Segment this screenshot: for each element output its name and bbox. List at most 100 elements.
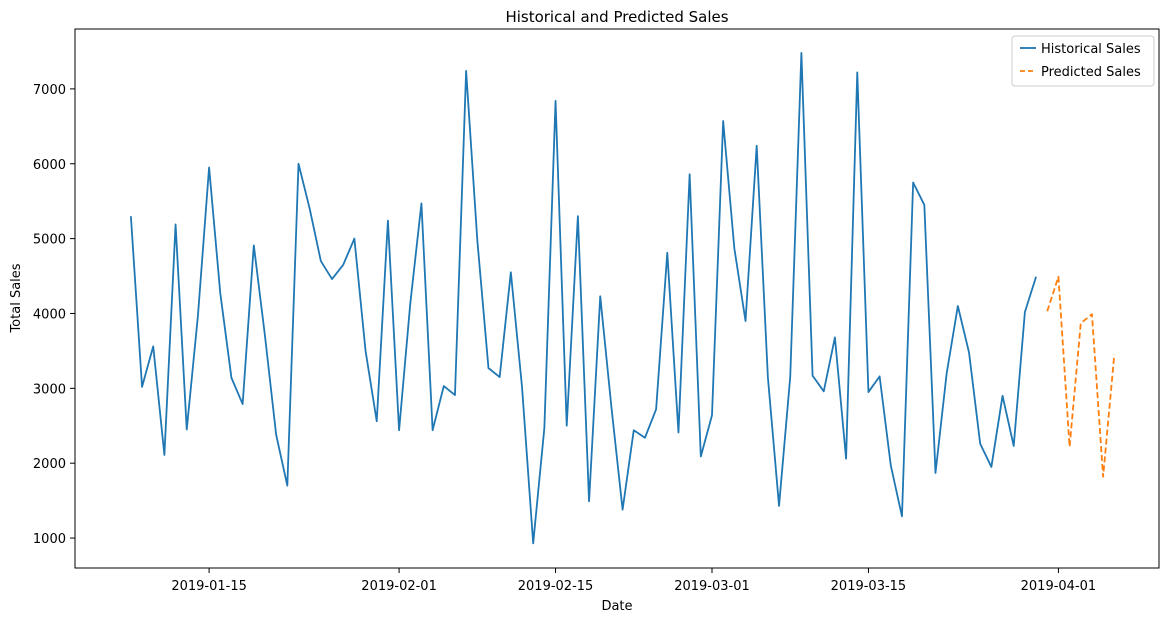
data-point xyxy=(431,429,434,432)
data-point xyxy=(331,278,334,281)
data-point xyxy=(129,215,132,218)
plot-area xyxy=(74,28,1160,569)
data-point xyxy=(1102,475,1105,478)
x-tick-label: 2019-02-15 xyxy=(518,579,594,594)
data-point xyxy=(275,433,278,436)
data-point xyxy=(252,244,255,247)
data-point xyxy=(722,120,725,123)
data-point xyxy=(956,304,959,307)
data-point xyxy=(923,203,926,206)
data-point xyxy=(845,457,848,460)
data-point xyxy=(688,173,691,176)
data-point xyxy=(856,71,859,74)
data-point xyxy=(174,223,177,226)
y-tick-label: 6000 xyxy=(33,158,66,173)
data-point xyxy=(1046,310,1049,313)
data-point xyxy=(364,349,367,352)
data-point xyxy=(565,424,568,427)
legend-label-historical: Historical Sales xyxy=(1041,42,1141,57)
data-point xyxy=(1023,310,1026,313)
data-point xyxy=(1057,275,1060,278)
data-point xyxy=(699,455,702,458)
data-point xyxy=(453,394,456,397)
data-point xyxy=(766,376,769,379)
x-tick-label: 2019-01-15 xyxy=(171,579,247,594)
data-point xyxy=(196,314,199,317)
y-tick-label: 4000 xyxy=(33,307,66,322)
data-point xyxy=(733,247,736,250)
data-point xyxy=(666,251,669,254)
x-tick-label: 2019-04-01 xyxy=(1021,579,1097,594)
data-point xyxy=(800,51,803,54)
data-point xyxy=(342,263,345,266)
y-axis-label: Total Sales xyxy=(9,263,24,333)
data-point xyxy=(599,295,602,298)
data-point xyxy=(543,427,546,430)
y-tick-label: 5000 xyxy=(33,233,66,248)
data-point xyxy=(632,429,635,432)
data-point xyxy=(1001,394,1004,397)
data-point xyxy=(1012,444,1015,447)
data-point xyxy=(878,375,881,378)
series-layer xyxy=(129,51,1116,545)
data-point xyxy=(1079,322,1082,325)
data-point xyxy=(498,376,501,379)
data-point xyxy=(409,302,412,305)
data-point xyxy=(442,385,445,388)
data-point xyxy=(554,99,557,102)
data-point xyxy=(1035,275,1038,278)
data-point xyxy=(185,428,188,431)
data-point xyxy=(141,385,144,388)
y-tick-label: 1000 xyxy=(33,532,66,547)
data-point xyxy=(521,385,524,388)
data-point xyxy=(677,431,680,434)
data-point xyxy=(811,374,814,377)
y-tick-label: 3000 xyxy=(33,382,66,397)
data-point xyxy=(945,372,948,375)
data-point xyxy=(353,237,356,240)
data-point xyxy=(219,292,222,295)
data-point xyxy=(588,500,591,503)
data-point xyxy=(208,166,211,169)
data-point xyxy=(655,408,658,411)
data-point xyxy=(934,471,937,474)
chart-title: Historical and Predicted Sales xyxy=(505,8,728,26)
y-tick-label: 2000 xyxy=(33,457,66,472)
data-point xyxy=(465,69,468,72)
data-point xyxy=(621,508,624,511)
legend-box xyxy=(1011,35,1155,87)
data-point xyxy=(789,376,792,379)
y-axis: 1000 2000 3000 4000 5000 6000 7000 xyxy=(33,83,75,547)
data-point xyxy=(778,504,781,507)
data-point xyxy=(576,215,579,218)
data-point xyxy=(755,144,758,147)
data-point xyxy=(900,515,903,518)
data-point xyxy=(610,406,613,409)
data-point xyxy=(889,464,892,467)
data-point xyxy=(319,260,322,263)
x-tick-label: 2019-03-15 xyxy=(831,579,907,594)
data-point xyxy=(968,351,971,354)
x-axis: 2019-01-15 2019-02-01 2019-02-15 2019-03-01… xyxy=(171,568,1096,594)
series-line-1 xyxy=(1046,275,1116,478)
data-point xyxy=(420,202,423,205)
data-point xyxy=(867,391,870,394)
data-point xyxy=(1068,445,1071,448)
data-point xyxy=(297,162,300,165)
data-point xyxy=(230,376,233,379)
data-point xyxy=(386,219,389,222)
data-point xyxy=(643,436,646,439)
data-point xyxy=(1113,353,1116,356)
x-tick-label: 2019-02-01 xyxy=(361,579,437,594)
data-point xyxy=(398,429,401,432)
data-point xyxy=(241,403,244,406)
data-point xyxy=(979,442,982,445)
data-point xyxy=(822,390,825,393)
legend-label-predicted: Predicted Sales xyxy=(1041,65,1141,80)
data-point xyxy=(990,465,993,468)
plot-frame xyxy=(74,28,1160,569)
data-point xyxy=(710,414,713,417)
data-point xyxy=(286,484,289,487)
